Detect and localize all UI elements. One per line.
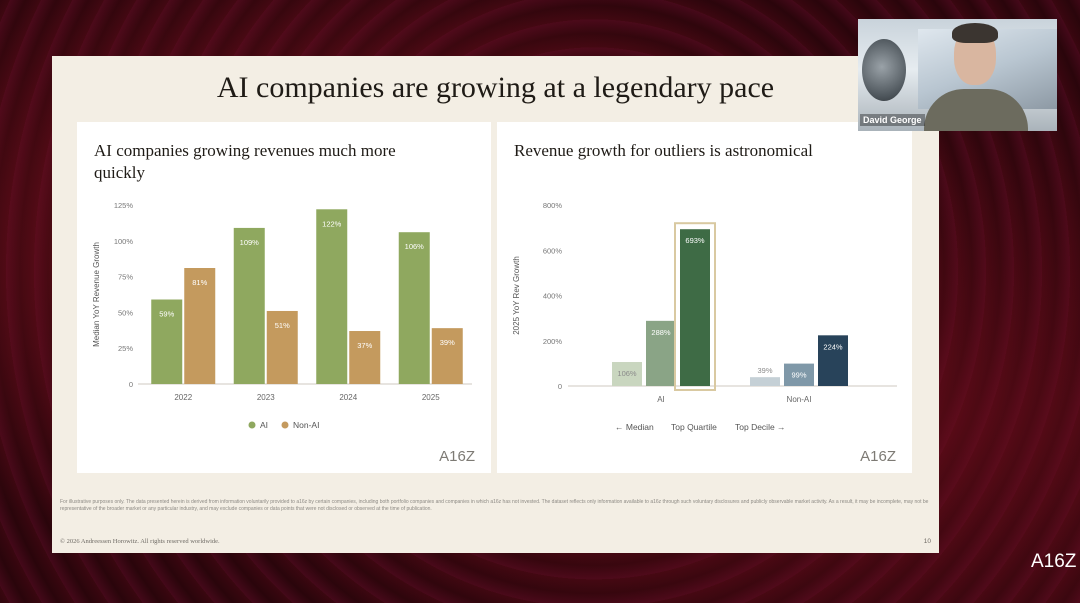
bar-value-label: 122% <box>322 219 342 228</box>
y-axis-label-left: Median YoY Revenue Growth <box>92 242 101 347</box>
y-tick-label-left: 0 <box>129 380 133 389</box>
x-tick-label-right: Non-AI <box>787 395 812 404</box>
y-tick-label-right: 600% <box>543 246 563 255</box>
bar-non-ai-2024 <box>349 331 381 384</box>
bar-value-label: 81% <box>192 278 207 287</box>
a16z-logo-left: A16Z <box>439 448 475 465</box>
bar-value-label: 106% <box>405 242 425 251</box>
chart-title-right: Revenue growth for outliers is astronomi… <box>514 141 813 160</box>
chart-title-left: AI companies growing revenues much more … <box>94 141 396 182</box>
bar-value-label: 37% <box>357 341 372 350</box>
bar-ai-2025 <box>398 232 430 384</box>
speaker-name: David George <box>860 114 925 126</box>
slide-title: AI companies are growing at a legendary … <box>216 71 775 104</box>
bar-value-label: 693% <box>685 236 705 245</box>
y-tick-label-left: 50% <box>118 308 133 317</box>
y-tick-label-right: 200% <box>543 337 563 346</box>
y-tick-label-left: 25% <box>118 344 133 353</box>
legend-dot-non-ai <box>281 421 289 429</box>
bar-value-label: 106% <box>617 369 637 378</box>
bar-value-label: 99% <box>791 371 806 380</box>
legend-label-top-decile: Top Decile → <box>735 422 786 432</box>
chart-right-svg: 2025 YoY Rev Growth 0 200% 400% 600% 800% 106%… <box>512 201 897 432</box>
bar-value-label: 109% <box>240 238 260 247</box>
y-tick-label-right: 800% <box>543 201 563 210</box>
x-tick-label-left: 2025 <box>422 393 440 402</box>
y-tick-label-right: 400% <box>543 292 563 301</box>
copyright-text: © 2026 Andreessen Horowitz. All rights r… <box>60 538 220 545</box>
y-tick-label-left: 100% <box>114 237 134 246</box>
webcam-person-body <box>924 89 1028 131</box>
webcam-feed: David George <box>858 19 1057 131</box>
bar-non-ai-2025 <box>431 328 463 384</box>
slide: AI companies are growing at a legendary … <box>52 56 939 553</box>
bar-value-label: 59% <box>159 310 174 319</box>
legend-label-top-quartile: Top Quartile <box>671 422 717 432</box>
bar-top-decile-ai <box>680 229 710 386</box>
y-tick-label-left: 75% <box>118 273 133 282</box>
x-tick-label-left: 2024 <box>339 393 357 402</box>
bar-ai-2022 <box>151 299 183 384</box>
bar-value-label: 39% <box>757 366 772 375</box>
bar-value-label: 39% <box>440 338 455 347</box>
page-number: 10 <box>923 538 931 545</box>
bar-value-label: 51% <box>275 321 290 330</box>
a16z-logo-right: A16Z <box>860 448 896 465</box>
legend-label-ai: AI <box>260 420 268 430</box>
bar-top-quartile-non-ai <box>784 363 814 386</box>
chart-panel-left: AI companies growing revenues much more … <box>77 122 491 473</box>
bar-top-quartile-ai <box>646 320 676 386</box>
corner-a16z-logo: A16Z <box>1031 551 1077 572</box>
bar-value-label: 224% <box>823 342 843 351</box>
bar-value-label: 288% <box>651 328 671 337</box>
chart-left-svg: Median YoY Revenue Growth 0 25% 50% 75% 100% 1… <box>92 201 472 430</box>
highlight-box <box>674 222 716 391</box>
legend-dot-ai <box>248 421 256 429</box>
bar-non-ai-2022 <box>184 268 216 384</box>
y-tick-label-right: 0 <box>558 382 562 391</box>
legend-label-non-ai: Non-AI <box>293 420 319 430</box>
y-tick-label-left: 125% <box>114 201 134 210</box>
webcam-person-hair <box>952 23 998 43</box>
bar-ai-2024 <box>316 209 348 384</box>
bar-non-ai-2023 <box>266 310 298 384</box>
x-tick-label-left: 2023 <box>257 393 275 402</box>
x-tick-label-right: AI <box>657 395 665 404</box>
y-axis-label-right: 2025 YoY Rev Growth <box>512 256 521 335</box>
bar-ai-2023 <box>233 227 265 384</box>
bar-median-non-ai <box>750 377 780 386</box>
x-tick-label-left: 2022 <box>174 393 192 402</box>
disclaimer-text: For illustrative purposes only. The data… <box>60 499 929 512</box>
webcam-decor-plate <box>862 39 906 101</box>
legend-label-median: ← Median <box>615 422 654 432</box>
chart-panel-right: Revenue growth for outliers is astronomi… <box>497 122 912 473</box>
bar-top-decile-non-ai <box>818 335 848 386</box>
bar-median-ai <box>612 362 642 386</box>
